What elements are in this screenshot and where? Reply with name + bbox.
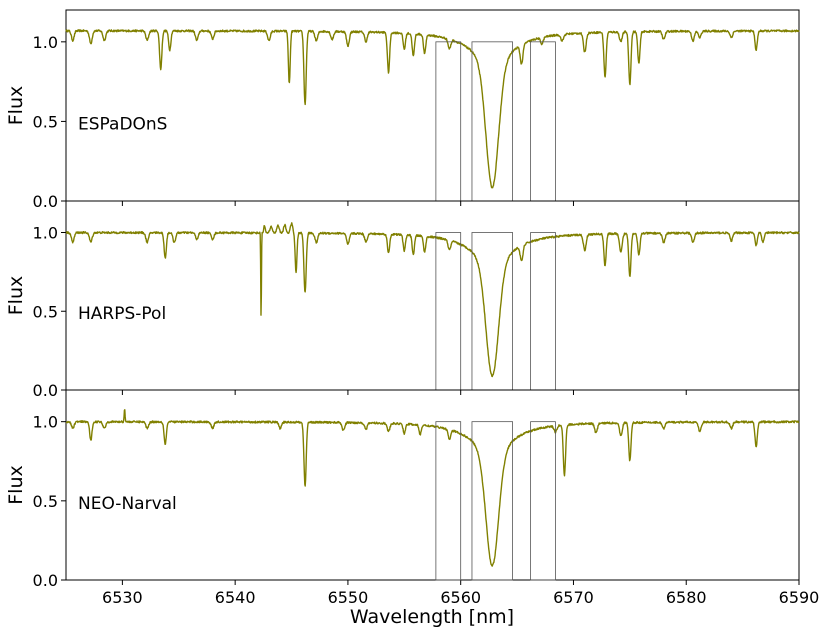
y-axis-label: Flux: [5, 86, 27, 126]
panel-label: ESPaDOnS: [78, 114, 167, 134]
y-tick-label: 0.0: [33, 571, 58, 590]
y-tick-label: 1.0: [33, 413, 58, 432]
y-tick-label: 1.0: [33, 33, 58, 52]
x-tick-label: 6590: [779, 588, 820, 607]
x-tick-label: 6580: [666, 588, 707, 607]
panel-label: NEO-Narval: [78, 494, 177, 514]
y-tick-label: 1.0: [33, 224, 58, 243]
panel-label: HARPS-Pol: [78, 304, 166, 324]
x-axis-label: Wavelength [nm]: [350, 606, 514, 628]
window-box-3: [530, 421, 556, 581]
x-tick-label: 6570: [553, 588, 594, 607]
window-box-1: [435, 421, 462, 581]
panel-frame: [65, 9, 800, 202]
window-box-2: [471, 421, 513, 581]
window-box-3: [530, 41, 556, 202]
y-tick-label: 0.5: [33, 492, 58, 511]
panel-frame: [65, 389, 800, 581]
y-tick-label: 0.5: [33, 302, 58, 321]
y-tick-label: 0.0: [33, 192, 58, 211]
window-box-2: [471, 232, 513, 391]
x-tick-label: 6530: [102, 588, 143, 607]
panel-3: 0.0 0.5 1.0 6530 6540 6550 6560 6570 6580 6590 Flu…: [5, 389, 820, 607]
x-tick-label: 6540: [215, 588, 256, 607]
window-box-1: [435, 41, 462, 202]
y-tick-label: 0.0: [33, 381, 58, 400]
panel-1: 0.0 0.5 1.0 Flux ESPaDOnS: [5, 9, 800, 211]
spectrum-line: [65, 222, 800, 378]
window-box-3: [530, 232, 556, 391]
panel-2: 0.0 0.5 1.0 Flux HARPS-Pol: [5, 200, 800, 400]
panel-frame: [65, 200, 800, 391]
spectrum-line: [65, 409, 800, 567]
x-tick-label: 6560: [440, 588, 481, 607]
y-axis-label: Flux: [5, 465, 27, 505]
spectrum-line: [65, 29, 800, 189]
y-axis-label: Flux: [5, 276, 27, 316]
y-tick-label: 0.5: [33, 112, 58, 131]
window-box-1: [435, 232, 462, 391]
x-tick-label: 6550: [328, 588, 369, 607]
